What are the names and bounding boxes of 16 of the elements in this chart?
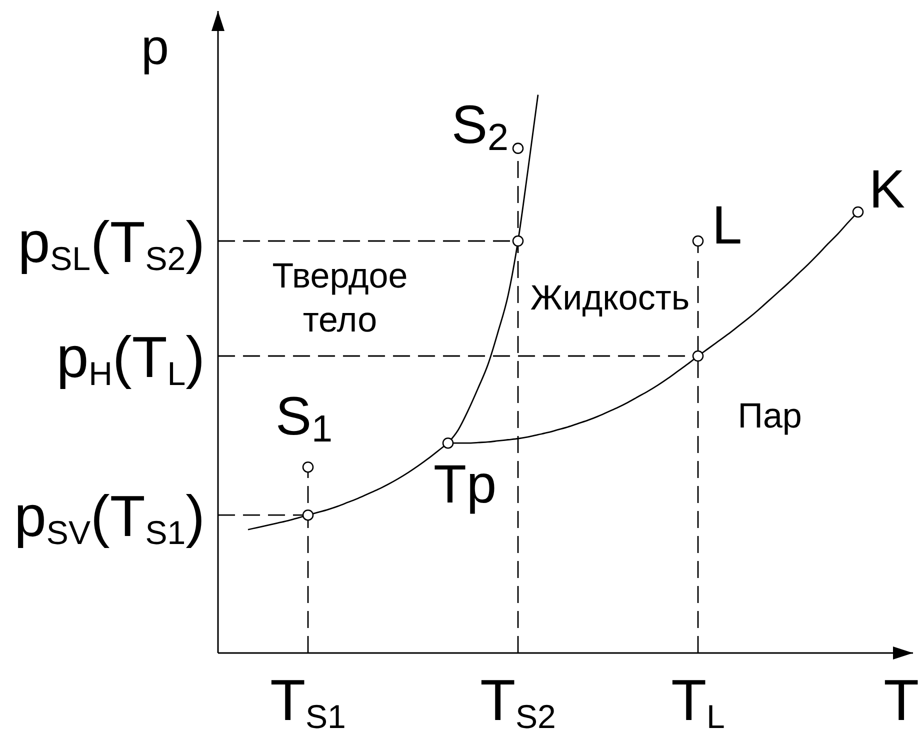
x-tick-label: T$_{L}$ [671, 668, 725, 731]
text: p$_{SV}$(T$_{S1}$) [14, 484, 205, 552]
annotation: S$_{1}$ [275, 386, 333, 451]
annotation: K [868, 159, 906, 220]
y-axis-title: p [141, 19, 169, 75]
annotation: Жидкость [530, 278, 690, 318]
annotation: L [712, 195, 742, 256]
x-tick-label: T$_{S2}$ [480, 668, 556, 731]
annotation: Твердое тело [272, 256, 408, 340]
annotation: Tp [433, 454, 497, 515]
annotation: Пар [738, 396, 802, 436]
annotation: S$_{2}$ [451, 94, 509, 159]
x-axis-title: T [884, 668, 919, 731]
x-tick-label: T$_{S1}$ [270, 668, 346, 731]
text: p$_{H}$(T$_{L}$) [56, 324, 205, 392]
text: p$_{SL}$(T$_{S2}$) [18, 210, 205, 278]
